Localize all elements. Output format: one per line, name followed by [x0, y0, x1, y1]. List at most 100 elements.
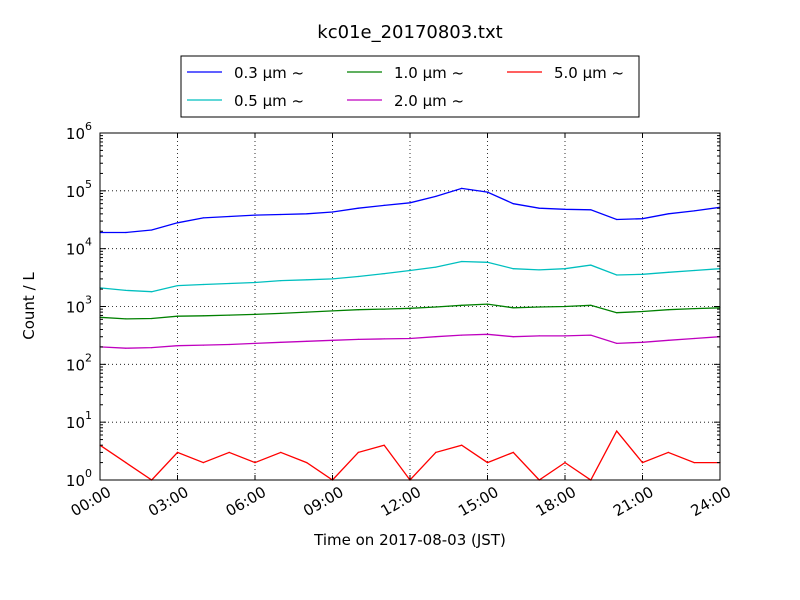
data-point [409, 307, 411, 309]
legend-label: 1.0 μm ~ [394, 64, 464, 82]
y-tick-label: 105 [66, 178, 92, 201]
y-tick-base: 10 [66, 356, 85, 374]
data-point [357, 338, 359, 340]
data-point [228, 451, 230, 453]
data-point [254, 342, 256, 344]
data-point [667, 451, 669, 453]
legend: 0.3 μm ~ 0.5 μm ~ 1.0 μm ~ 2.0 μm ~ 5.0 μm ~ [180, 55, 640, 118]
data-point [538, 269, 540, 271]
data-point [176, 451, 179, 453]
data-point [228, 282, 230, 285]
data-point [616, 312, 618, 314]
data-point [667, 213, 669, 215]
data-point [616, 274, 618, 276]
data-point [461, 260, 463, 263]
data-point [202, 315, 204, 317]
legend-label: 0.5 μm ~ [234, 92, 304, 110]
data-point [383, 338, 385, 340]
x-axis-label: Time on 2017-08-03 (JST) [313, 531, 506, 549]
data-point [641, 218, 644, 220]
data-point [512, 336, 514, 338]
data-point [590, 304, 592, 306]
x-tick-label: 03:00 [145, 483, 191, 520]
data-point [383, 308, 385, 310]
data-point [383, 204, 385, 206]
legend-label: 5.0 μm ~ [554, 64, 624, 82]
data-point [383, 273, 385, 275]
data-point [641, 310, 644, 313]
data-point [693, 269, 695, 272]
data-point [306, 213, 308, 215]
data-point [693, 308, 695, 310]
y-tick-base: 10 [66, 472, 85, 490]
data-point [409, 337, 411, 340]
data-point [357, 451, 359, 453]
data-point [202, 217, 204, 219]
y-tick-exponent: 4 [85, 236, 92, 249]
data-point [280, 280, 282, 282]
data-point [461, 304, 463, 306]
data-point [254, 313, 256, 315]
data-point [512, 451, 514, 453]
y-axis-label: Count / L [20, 272, 38, 340]
x-tick-label: 09:00 [300, 483, 346, 520]
data-point [151, 229, 153, 231]
chart-title: kc01e_20170803.txt [317, 22, 502, 43]
data-point [512, 307, 514, 309]
data-point [228, 215, 230, 218]
data-point [125, 289, 127, 291]
data-point [512, 268, 514, 270]
data-point [641, 273, 644, 275]
x-tick-label: 21:00 [610, 483, 656, 520]
data-point [435, 266, 437, 268]
data-point [461, 334, 463, 336]
data-point [435, 306, 437, 308]
y-tick-label: 100 [66, 467, 92, 490]
data-point [564, 305, 566, 308]
data-point [590, 209, 592, 211]
data-point [357, 309, 359, 311]
data-point [693, 337, 695, 340]
x-tick-label: 18:00 [533, 483, 579, 520]
y-tick-exponent: 0 [85, 467, 92, 480]
data-point [641, 462, 644, 464]
y-tick-base: 10 [66, 414, 85, 432]
data-point [409, 202, 411, 204]
series-layer [99, 187, 721, 482]
data-point [693, 210, 695, 212]
data-point [564, 335, 566, 337]
data-point [357, 275, 359, 278]
data-point [306, 462, 308, 464]
data-point [202, 283, 204, 286]
data-point [590, 264, 592, 266]
data-point [564, 462, 566, 464]
data-point [331, 339, 334, 341]
data-point [176, 315, 179, 317]
data-point [693, 462, 695, 464]
data-point [125, 462, 127, 464]
data-point [151, 291, 153, 293]
x-tick-label: 15:00 [455, 483, 501, 520]
data-point [151, 347, 153, 349]
data-point [331, 211, 334, 213]
data-point [383, 444, 385, 446]
data-point [435, 195, 437, 197]
y-tick-base: 10 [66, 183, 85, 201]
data-point [590, 334, 592, 336]
data-point [538, 207, 540, 209]
y-tick-exponent: 6 [85, 120, 92, 133]
data-point [409, 269, 411, 272]
data-point [151, 317, 153, 320]
y-tick-base: 10 [66, 125, 85, 143]
data-point [125, 231, 127, 234]
data-point [667, 339, 669, 341]
series-line-5 [99, 429, 720, 482]
x-tick-label: 12:00 [378, 483, 424, 520]
data-point [125, 347, 127, 349]
data-point [202, 462, 204, 464]
y-tick-label: 104 [66, 236, 92, 259]
data-point [331, 278, 334, 280]
data-point [461, 444, 463, 446]
